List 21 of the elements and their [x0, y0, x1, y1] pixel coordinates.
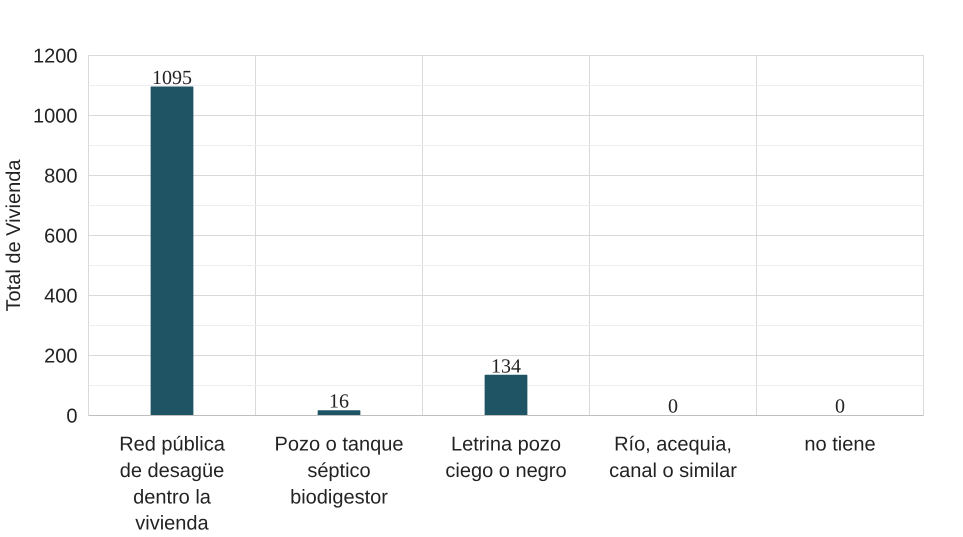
- y-tick-label: 1000: [33, 106, 78, 128]
- x-tick-label: Letrina pozo ciego o negro: [445, 434, 567, 482]
- y-axis-title: Total de Vivienda: [3, 158, 26, 312]
- x-tick-label: Río, acequia, canal o similar: [609, 434, 738, 482]
- bar: [484, 374, 528, 416]
- data-label: 134: [491, 355, 521, 378]
- data-label: 1095: [152, 67, 192, 89]
- y-tick-label: 800: [44, 166, 78, 188]
- data-label: 16: [329, 390, 349, 413]
- data-label: 0: [668, 396, 678, 418]
- y-tick-label: 1200: [33, 46, 78, 68]
- bar: [318, 410, 360, 416]
- bar: [150, 86, 194, 416]
- y-tick-label: 400: [44, 286, 78, 308]
- x-tick-label: Red pública de desagüe dentro la vivienda: [119, 434, 226, 535]
- data-label: 0: [835, 396, 845, 418]
- y-tick-label: 600: [44, 226, 78, 248]
- x-tick-label: no tiene: [804, 434, 876, 456]
- y-tick-label: 200: [44, 346, 78, 368]
- x-tick-label: Pozo o tanque séptico biodigestor: [274, 434, 404, 508]
- y-tick-label: 0: [66, 406, 78, 428]
